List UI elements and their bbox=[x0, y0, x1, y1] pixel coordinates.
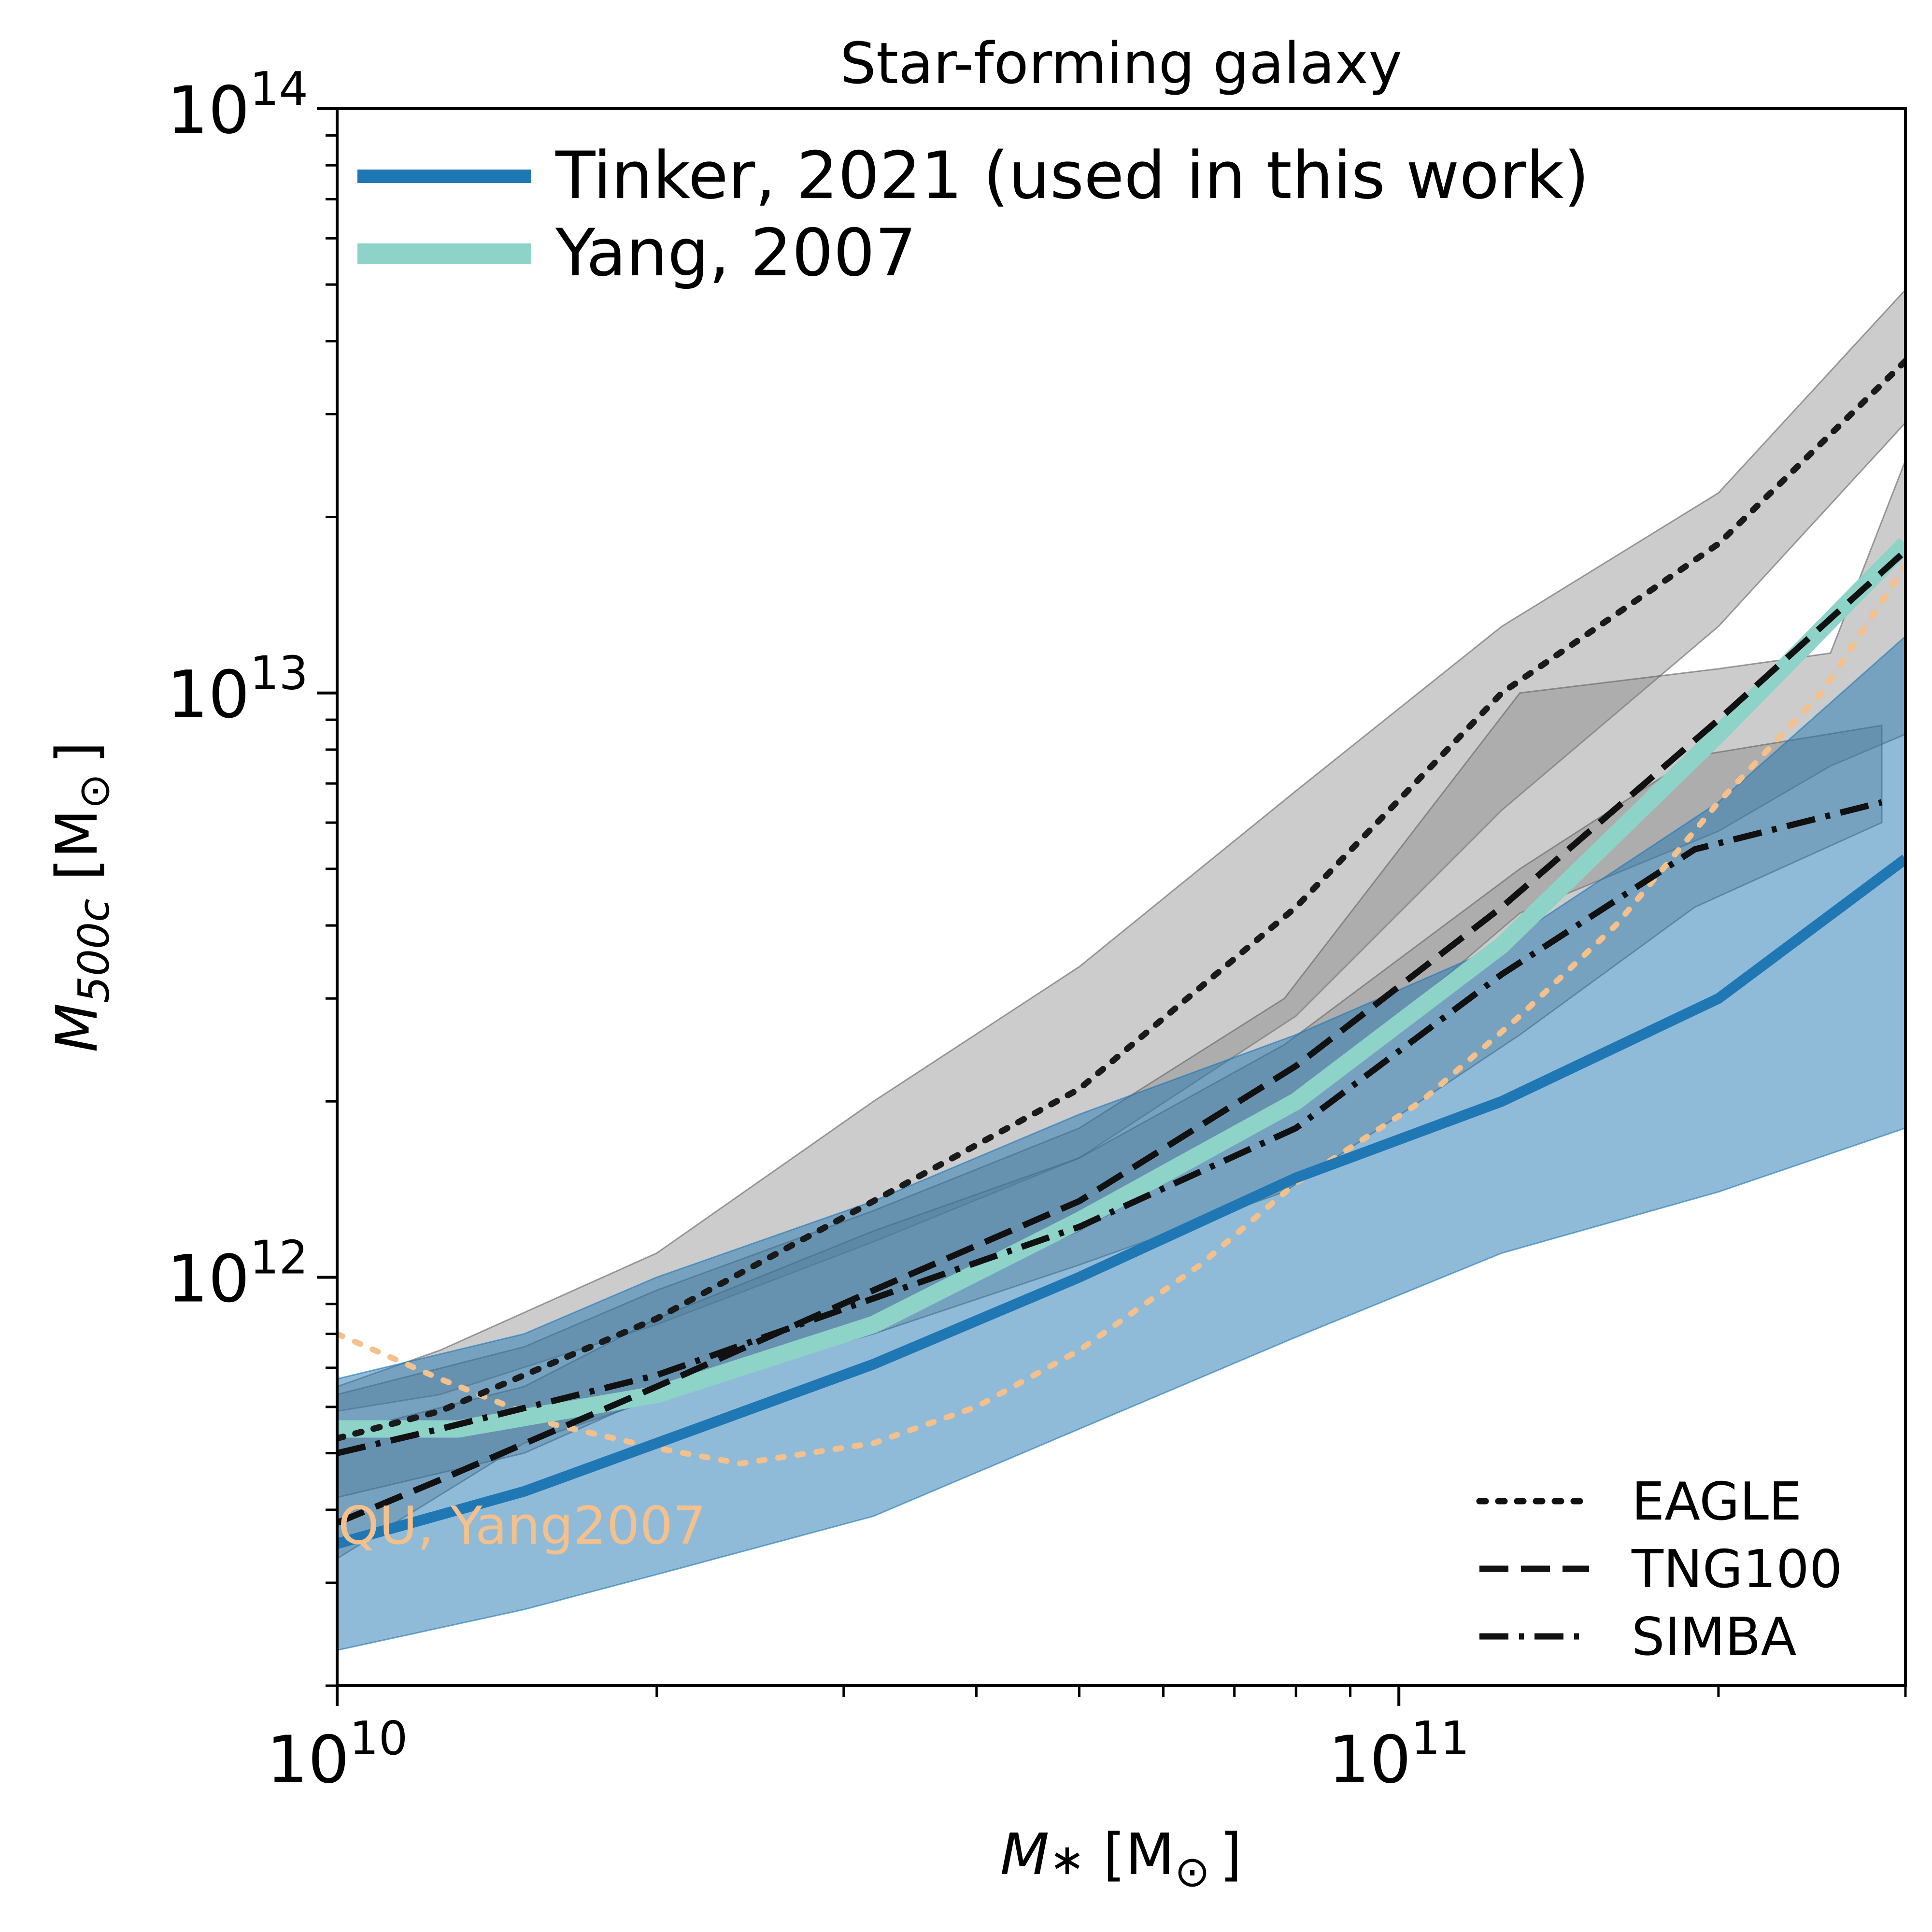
chart-title: Star-forming galaxy bbox=[840, 30, 1402, 97]
y-axis-title: M500c [M⊙] bbox=[43, 741, 119, 1052]
uncertainty-bands bbox=[337, 288, 1905, 1651]
legend-bottom: EAGLE TNG100 SIMBA bbox=[1476, 1472, 1843, 1667]
y-tick-label-1e12: 1012 bbox=[167, 1231, 308, 1317]
tng100-line bbox=[337, 548, 1905, 1526]
axes bbox=[336, 107, 1907, 1687]
simba-line bbox=[337, 799, 1883, 1456]
x-tick-label-1e10: 1010 bbox=[267, 1712, 408, 1798]
y-tick-label-1e13: 1013 bbox=[167, 647, 308, 733]
tick-marks bbox=[317, 107, 1907, 1706]
x-axis-title: M∗ [M⊙] bbox=[1000, 1821, 1242, 1896]
simba-legend-label: SIMBA bbox=[1632, 1607, 1797, 1667]
tick-labels: 1010 1011 1012 1013 1014 bbox=[167, 63, 1469, 1798]
plot-frame bbox=[336, 107, 1907, 1687]
eagle-legend-label: EAGLE bbox=[1632, 1472, 1802, 1532]
yang-2007-legend-label: Yang, 2007 bbox=[555, 215, 916, 291]
tng100-legend-label: TNG100 bbox=[1631, 1539, 1843, 1600]
legend-top: Tinker, 2021 (used in this work)Yang, 20… bbox=[357, 138, 1589, 291]
qu-yang2007-annotation: QU, Yang2007 bbox=[338, 1496, 706, 1556]
tinker-2021-used-in-this-work-legend-label: Tinker, 2021 (used in this work) bbox=[555, 138, 1589, 213]
series-lines bbox=[337, 357, 1905, 1549]
yang-2007-line bbox=[337, 538, 1905, 1438]
qu-yang2007-line bbox=[337, 563, 1905, 1467]
tinker-2021-used-in-this-work-line bbox=[337, 854, 1905, 1549]
x-tick-label-1e11: 1011 bbox=[1328, 1712, 1470, 1798]
y-tick-label-1e14: 1014 bbox=[167, 63, 308, 148]
